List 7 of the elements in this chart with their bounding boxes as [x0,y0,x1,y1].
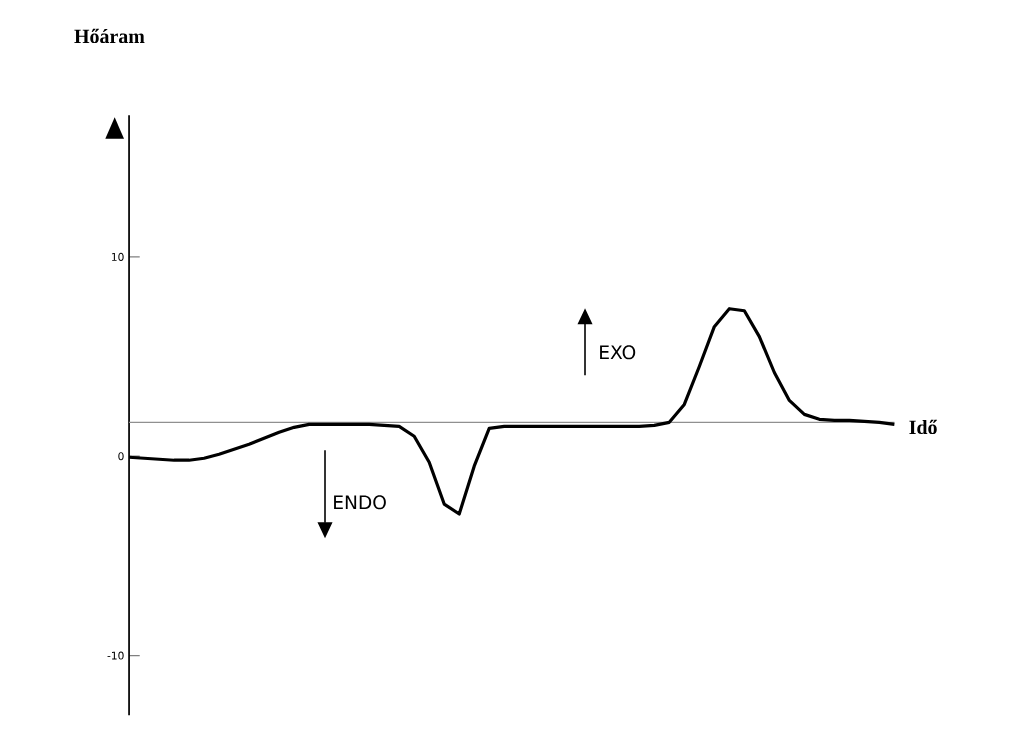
annotation: EXO [600,345,636,360]
y-tick-label: 10 [112,252,124,261]
annotation: ENDO [334,495,386,510]
y-tick-label: -10 [107,651,124,660]
y-tick-label: 0 [118,452,124,461]
y-axis-title: Hőáram [74,28,145,43]
x-axis-title: Idő [909,419,937,434]
